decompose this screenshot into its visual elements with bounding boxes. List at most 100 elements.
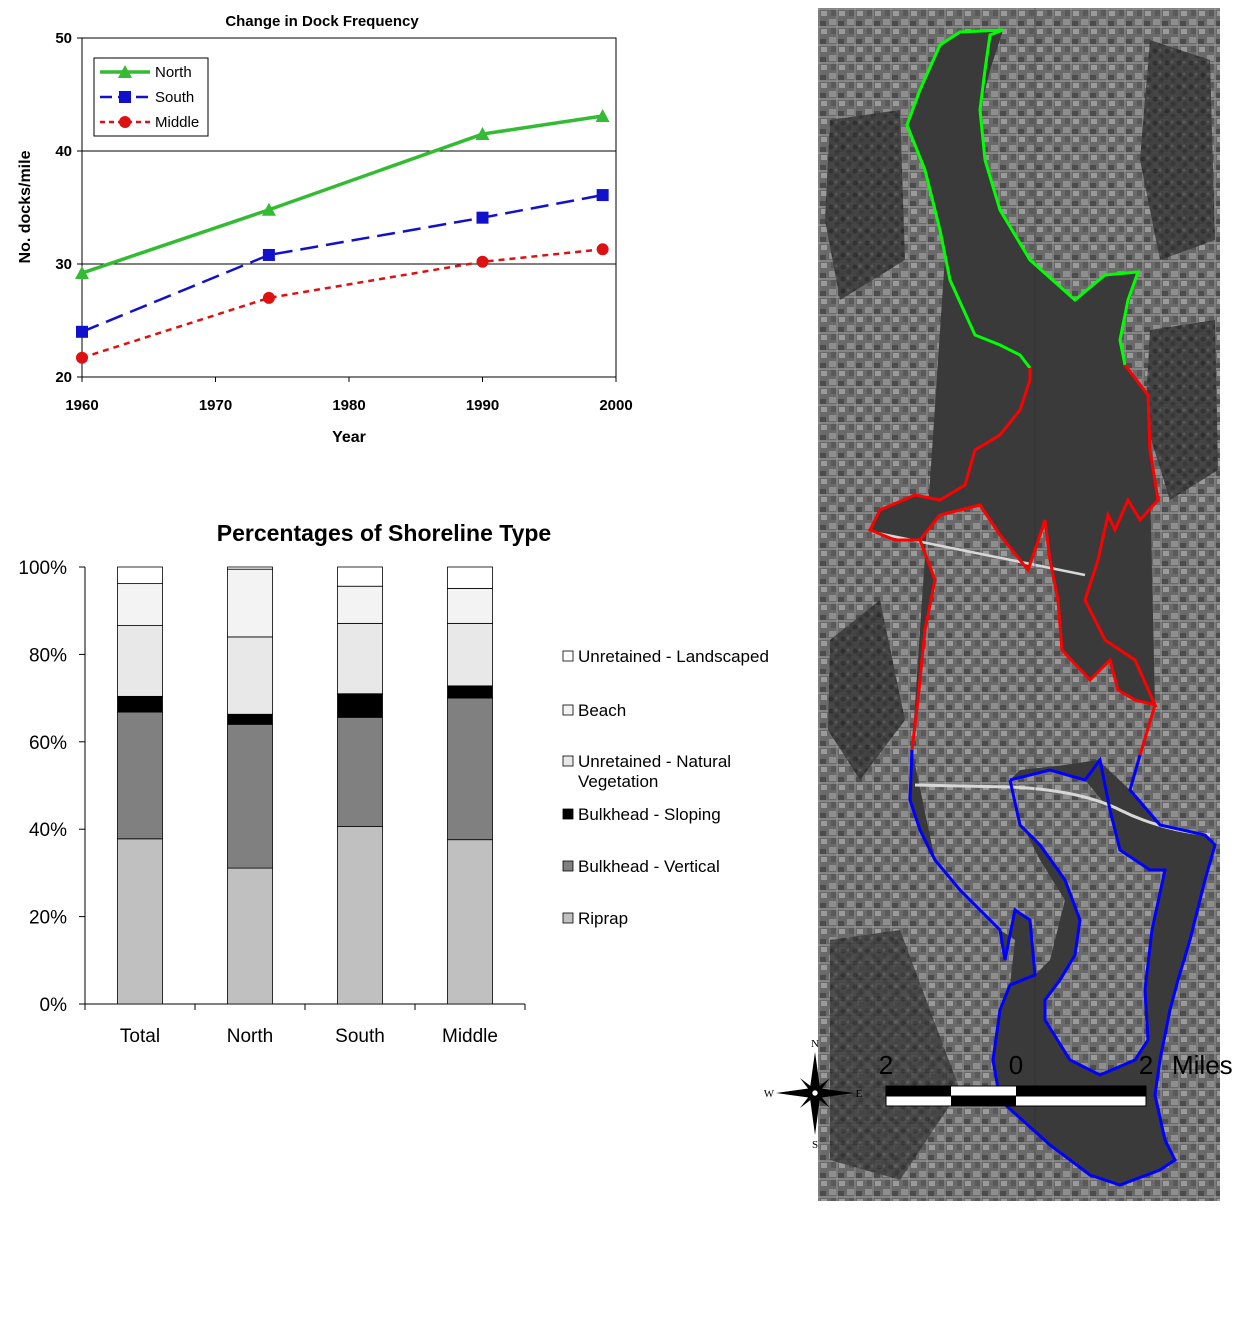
bar-legend-label: Bulkhead - Sloping: [578, 805, 721, 824]
bar-segment-riprap: [227, 867, 273, 1005]
bar-segment-unretained-landscaped: [117, 566, 163, 585]
bar-segment-bulkhead-sloping: [337, 693, 383, 718]
bar-segment-riprap: [117, 838, 163, 1005]
bar-segment-unretained-landscaped: [227, 566, 273, 570]
bar-chart-y-tick-label: 100%: [18, 558, 67, 579]
line-chart-grid: [82, 150, 616, 265]
south-shoreline: [908, 749, 1217, 1187]
bar-legend-label: Unretained - Natural: [578, 752, 731, 771]
line-chart-x-tick-label: 1960: [65, 397, 98, 414]
bar-segment-bulkhead-sloping: [447, 685, 493, 699]
bar-chart-category-label: North: [227, 1026, 273, 1047]
data-point-south: [76, 325, 88, 338]
lake-water-north: [870, 30, 1155, 705]
bar-segment-unretained-landscaped: [447, 566, 493, 589]
bar-segment-bulkhead-vertical: [447, 697, 493, 841]
bar-segment-bulkhead-sloping: [227, 713, 273, 725]
bar-chart-bars: Total North South Middle: [117, 566, 498, 1047]
series-line-south: [81, 193, 603, 333]
bar-segment-unretained-natural-vegetation: [447, 622, 493, 687]
lake-aerial-map: [800, 8, 1220, 1201]
line-chart-x-ticks: 1960 1970 1980 1990 2000: [65, 377, 633, 414]
line-chart-legend: North South Middle: [93, 57, 209, 137]
forest-patch: [828, 600, 905, 780]
data-point-north: [75, 266, 89, 280]
compass-west-label: W: [764, 1088, 775, 1100]
compass-north-label: N: [811, 1038, 819, 1050]
bar-legend-label: Unretained - Landscaped: [578, 647, 769, 666]
data-point-north: [595, 108, 610, 122]
bar-segment-bulkhead-vertical: [227, 723, 273, 869]
legend-marker-north: [118, 65, 132, 78]
forest-patch: [825, 110, 905, 300]
mercer-island: [1010, 770, 1165, 1075]
compass-rose-icon: N S W E: [764, 1038, 863, 1151]
compass-south-label: S: [812, 1139, 818, 1151]
line-chart-x-tick-label: 2000: [599, 397, 632, 414]
data-point-south: [262, 248, 275, 261]
north-shoreline: [905, 28, 1141, 369]
data-point-middle: [262, 291, 275, 304]
bar-chart-category-label: Middle: [442, 1026, 498, 1047]
bar-chart-y-tick-label: 80%: [29, 645, 67, 666]
bar-legend-label: Vegetation: [578, 772, 658, 791]
bar-legend-swatch: [562, 860, 574, 872]
map-upper-left-blank: [800, 8, 818, 358]
data-point-south: [476, 211, 489, 224]
bar-legend-label: Beach: [578, 701, 626, 720]
bar-legend-swatch: [562, 755, 574, 767]
shoreline-type-chart: Percentages of Shoreline Type 0% 20% 40% 60…: [18, 520, 769, 1047]
data-point-north: [261, 202, 276, 216]
line-chart-y-tick-label: 40: [55, 143, 72, 160]
line-chart-x-tick-label: 1970: [199, 397, 232, 414]
middle-shoreline: [867, 364, 1160, 756]
line-chart-x-tick-label: 1980: [332, 397, 365, 414]
data-point-south: [596, 189, 609, 202]
line-chart-y-tick-label: 20: [55, 369, 72, 386]
bar-segment-riprap: [337, 826, 383, 1005]
forest-patch: [830, 930, 960, 1180]
bar-segment-beach: [227, 568, 273, 638]
line-chart-x-label: Year: [332, 429, 366, 446]
bar-segment-unretained-natural-vegetation: [337, 622, 383, 695]
bar-segment-bulkhead-vertical: [337, 716, 383, 827]
bar-segment-bulkhead-vertical: [117, 711, 163, 840]
legend-marker-middle: [119, 116, 131, 128]
bar-chart-y-tick-label: 0%: [40, 995, 68, 1016]
scale-bar-segment: [1016, 1086, 1146, 1096]
bar-segment-unretained-natural-vegetation: [117, 625, 163, 697]
bar-legend-swatch: [562, 704, 574, 716]
compass-east-label: E: [856, 1088, 863, 1100]
line-chart-y-ticks: 20 30 40 50: [55, 30, 82, 386]
data-point-north: [475, 127, 490, 141]
line-chart-title: Change in Dock Frequency: [225, 13, 419, 30]
bar-chart-category-label: Total: [120, 1026, 160, 1047]
bar-segment-beach: [447, 588, 493, 624]
data-point-middle: [596, 243, 609, 256]
legend-label-south: South: [155, 89, 194, 106]
scale-bar: 2 0 2 Miles: [879, 1050, 1233, 1107]
legend-label-middle: Middle: [155, 114, 199, 131]
line-chart-y-label: No. docks/mile: [17, 150, 34, 263]
bar-chart-y-tick-label: 60%: [29, 733, 67, 754]
line-chart-series: [75, 108, 610, 364]
scale-label-right: 2: [1139, 1050, 1153, 1080]
bar-legend-label: Riprap: [578, 909, 628, 928]
scale-label-left: 2: [879, 1050, 893, 1080]
bar-segment-riprap: [447, 839, 493, 1005]
bridge: [914, 783, 1011, 789]
line-chart-x-tick-label: 1990: [466, 397, 499, 414]
line-chart-y-tick-label: 30: [55, 256, 72, 273]
bar-segment-beach: [117, 583, 163, 626]
scale-bar-segment: [951, 1096, 1016, 1106]
series-line-north: [81, 114, 603, 275]
bar-legend-swatch: [562, 650, 574, 662]
forest-patch: [1145, 320, 1218, 500]
forest-patch: [1140, 40, 1215, 260]
bar-chart-y-tick-label: 40%: [29, 820, 67, 841]
bar-chart-category-label: South: [335, 1026, 385, 1047]
series-line-middle: [81, 248, 603, 359]
bar-chart-axes: 0% 20% 40% 60% 80% 100%: [18, 558, 526, 1016]
data-point-middle: [476, 255, 489, 268]
bar-legend-swatch: [562, 808, 574, 820]
